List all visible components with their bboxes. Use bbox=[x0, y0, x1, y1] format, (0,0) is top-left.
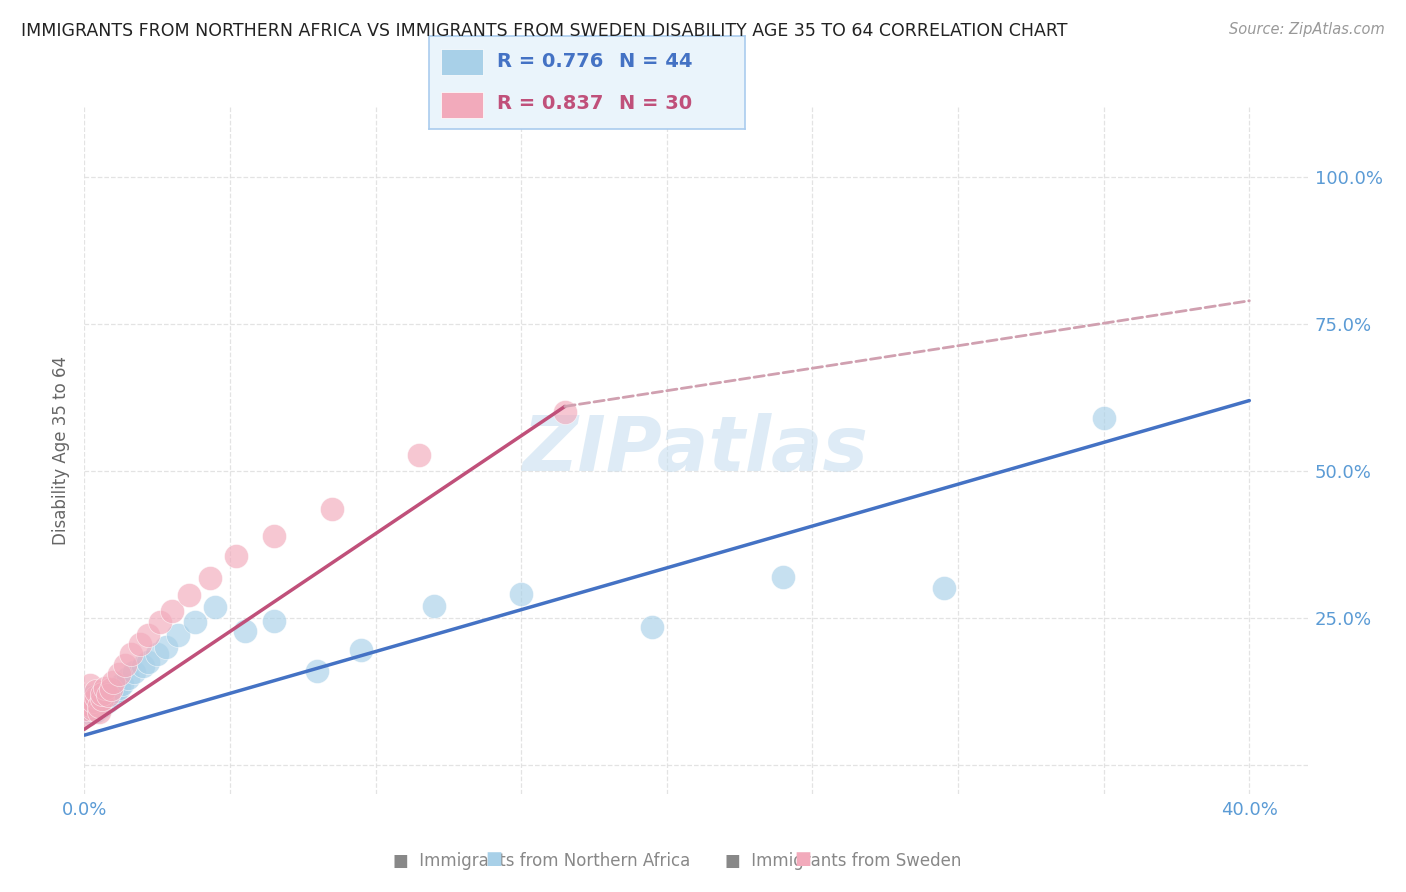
Point bbox=[79, 690, 101, 704]
Text: R = 0.837: R = 0.837 bbox=[496, 94, 603, 113]
Point bbox=[233, 624, 256, 638]
Point bbox=[84, 704, 107, 718]
Point bbox=[166, 628, 188, 642]
Point bbox=[179, 589, 201, 603]
Point bbox=[131, 659, 153, 673]
Point bbox=[184, 615, 207, 630]
Point bbox=[423, 599, 446, 613]
Text: IMMIGRANTS FROM NORTHERN AFRICA VS IMMIGRANTS FROM SWEDEN DISABILITY AGE 35 TO 6: IMMIGRANTS FROM NORTHERN AFRICA VS IMMIG… bbox=[21, 22, 1067, 40]
Text: ■: ■ bbox=[794, 850, 811, 868]
Point bbox=[90, 687, 112, 701]
Point bbox=[120, 647, 142, 661]
Bar bbox=[441, 92, 482, 118]
Point bbox=[87, 701, 110, 715]
Text: Source: ZipAtlas.com: Source: ZipAtlas.com bbox=[1229, 22, 1385, 37]
Point bbox=[87, 695, 110, 709]
Point bbox=[90, 698, 112, 713]
Point bbox=[97, 694, 120, 708]
Point bbox=[93, 688, 115, 702]
Point bbox=[82, 705, 104, 719]
Point bbox=[155, 640, 177, 654]
Point bbox=[321, 502, 343, 516]
Text: ■: ■ bbox=[485, 850, 502, 868]
Point bbox=[149, 615, 172, 630]
Point bbox=[84, 698, 107, 713]
Text: ZIPatlas: ZIPatlas bbox=[523, 414, 869, 487]
Point bbox=[76, 702, 98, 716]
Point bbox=[108, 681, 131, 696]
Point bbox=[103, 688, 125, 702]
Point bbox=[76, 696, 98, 710]
Point bbox=[93, 681, 115, 696]
Point bbox=[772, 569, 794, 583]
Point bbox=[111, 676, 134, 690]
Point bbox=[350, 643, 373, 657]
Point bbox=[87, 698, 110, 713]
Point bbox=[97, 686, 120, 700]
Point bbox=[128, 637, 150, 651]
Text: ■  Immigrants from Sweden: ■ Immigrants from Sweden bbox=[725, 852, 962, 870]
Bar bbox=[441, 49, 482, 75]
Point bbox=[84, 691, 107, 706]
Point bbox=[117, 671, 139, 685]
Text: N = 44: N = 44 bbox=[619, 52, 692, 71]
Point bbox=[114, 657, 136, 672]
Point bbox=[138, 628, 160, 642]
Point bbox=[1092, 411, 1115, 425]
Point bbox=[204, 600, 226, 615]
Point bbox=[76, 702, 98, 716]
Point bbox=[225, 549, 247, 563]
Point bbox=[76, 707, 98, 722]
Point bbox=[100, 690, 122, 704]
Y-axis label: Disability Age 35 to 64: Disability Age 35 to 64 bbox=[52, 356, 70, 545]
Point bbox=[307, 664, 329, 678]
Point bbox=[87, 705, 110, 719]
Point bbox=[84, 684, 107, 698]
Point bbox=[510, 587, 533, 601]
Point bbox=[408, 448, 430, 462]
Point bbox=[122, 665, 145, 679]
Point bbox=[79, 698, 101, 712]
Point bbox=[105, 684, 128, 698]
Point bbox=[198, 571, 221, 585]
Point bbox=[554, 405, 576, 419]
Point bbox=[100, 682, 122, 697]
Point bbox=[138, 655, 160, 669]
Point bbox=[79, 706, 101, 720]
Point bbox=[932, 582, 955, 596]
Point bbox=[82, 700, 104, 714]
Point bbox=[263, 614, 285, 628]
Point bbox=[90, 691, 112, 706]
Text: R = 0.776: R = 0.776 bbox=[496, 52, 603, 71]
Point bbox=[79, 698, 101, 712]
Text: N = 30: N = 30 bbox=[619, 94, 692, 113]
Point bbox=[146, 647, 169, 661]
Point bbox=[79, 678, 101, 692]
Point bbox=[263, 528, 285, 542]
Point bbox=[90, 691, 112, 706]
Point bbox=[82, 702, 104, 716]
Point bbox=[84, 690, 107, 704]
Point bbox=[160, 604, 183, 618]
Point bbox=[82, 694, 104, 708]
Point bbox=[108, 666, 131, 681]
Point bbox=[87, 688, 110, 702]
Point bbox=[97, 688, 120, 702]
Point bbox=[103, 675, 125, 690]
Text: ■  Immigrants from Northern Africa: ■ Immigrants from Northern Africa bbox=[392, 852, 690, 870]
Point bbox=[641, 619, 664, 633]
Point bbox=[82, 694, 104, 708]
Point bbox=[93, 696, 115, 710]
